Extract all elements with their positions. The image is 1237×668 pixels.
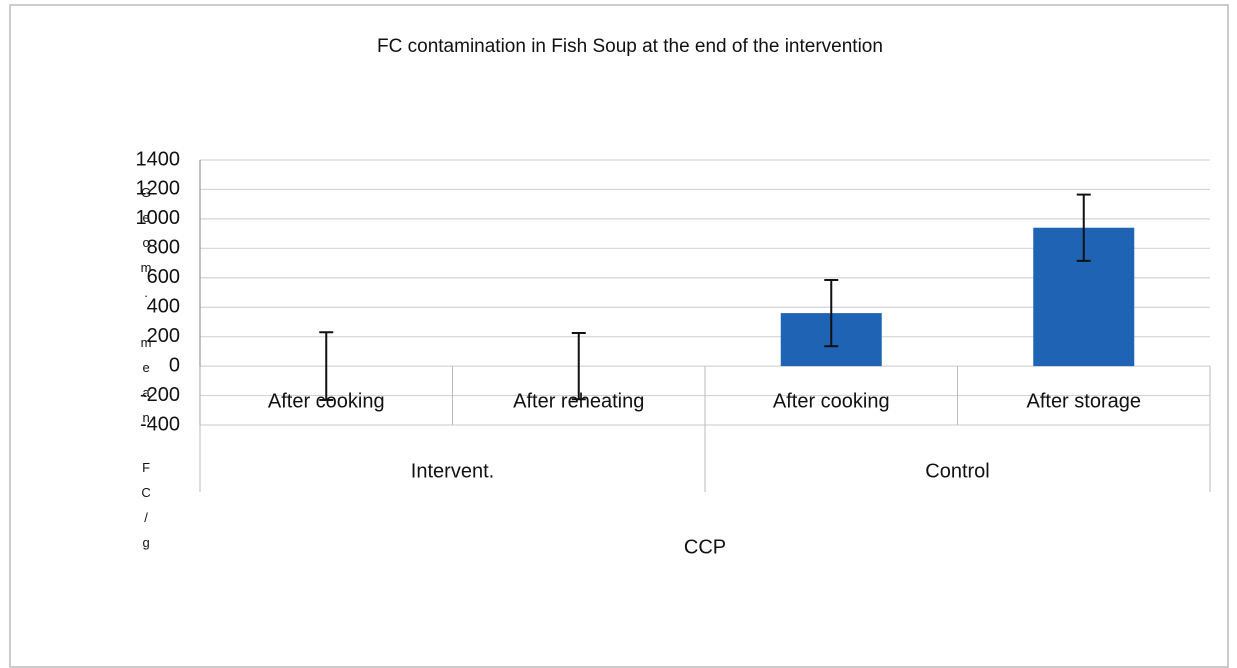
y-tick-label: 400 (147, 296, 180, 318)
group-label: Control (925, 460, 989, 482)
y-tick-label: -200 (140, 384, 180, 406)
x-tick-label: After storage (1026, 390, 1141, 412)
x-tick-label: After reheating (513, 390, 644, 412)
y-tick-label: 200 (147, 325, 180, 347)
y-tick-label: 1200 (136, 178, 181, 200)
x-tick-label: After cooking (268, 390, 385, 412)
x-tick-label: After cooking (773, 390, 890, 412)
y-tick-label: 1400 (136, 148, 181, 170)
y-tick-label: -400 (140, 413, 180, 435)
chart-frame (9, 4, 1229, 668)
x-axis-label: CCP (684, 536, 726, 558)
y-tick-label: 800 (147, 237, 180, 259)
group-label: Intervent. (411, 460, 494, 482)
y-tick-label: 1000 (136, 207, 181, 229)
y-axis-label: Geom. mean FC/g (139, 185, 154, 560)
chart-title: FC contamination in Fish Soup at the end… (377, 36, 883, 57)
y-tick-label: 600 (147, 266, 180, 288)
y-tick-label: 0 (169, 354, 180, 376)
